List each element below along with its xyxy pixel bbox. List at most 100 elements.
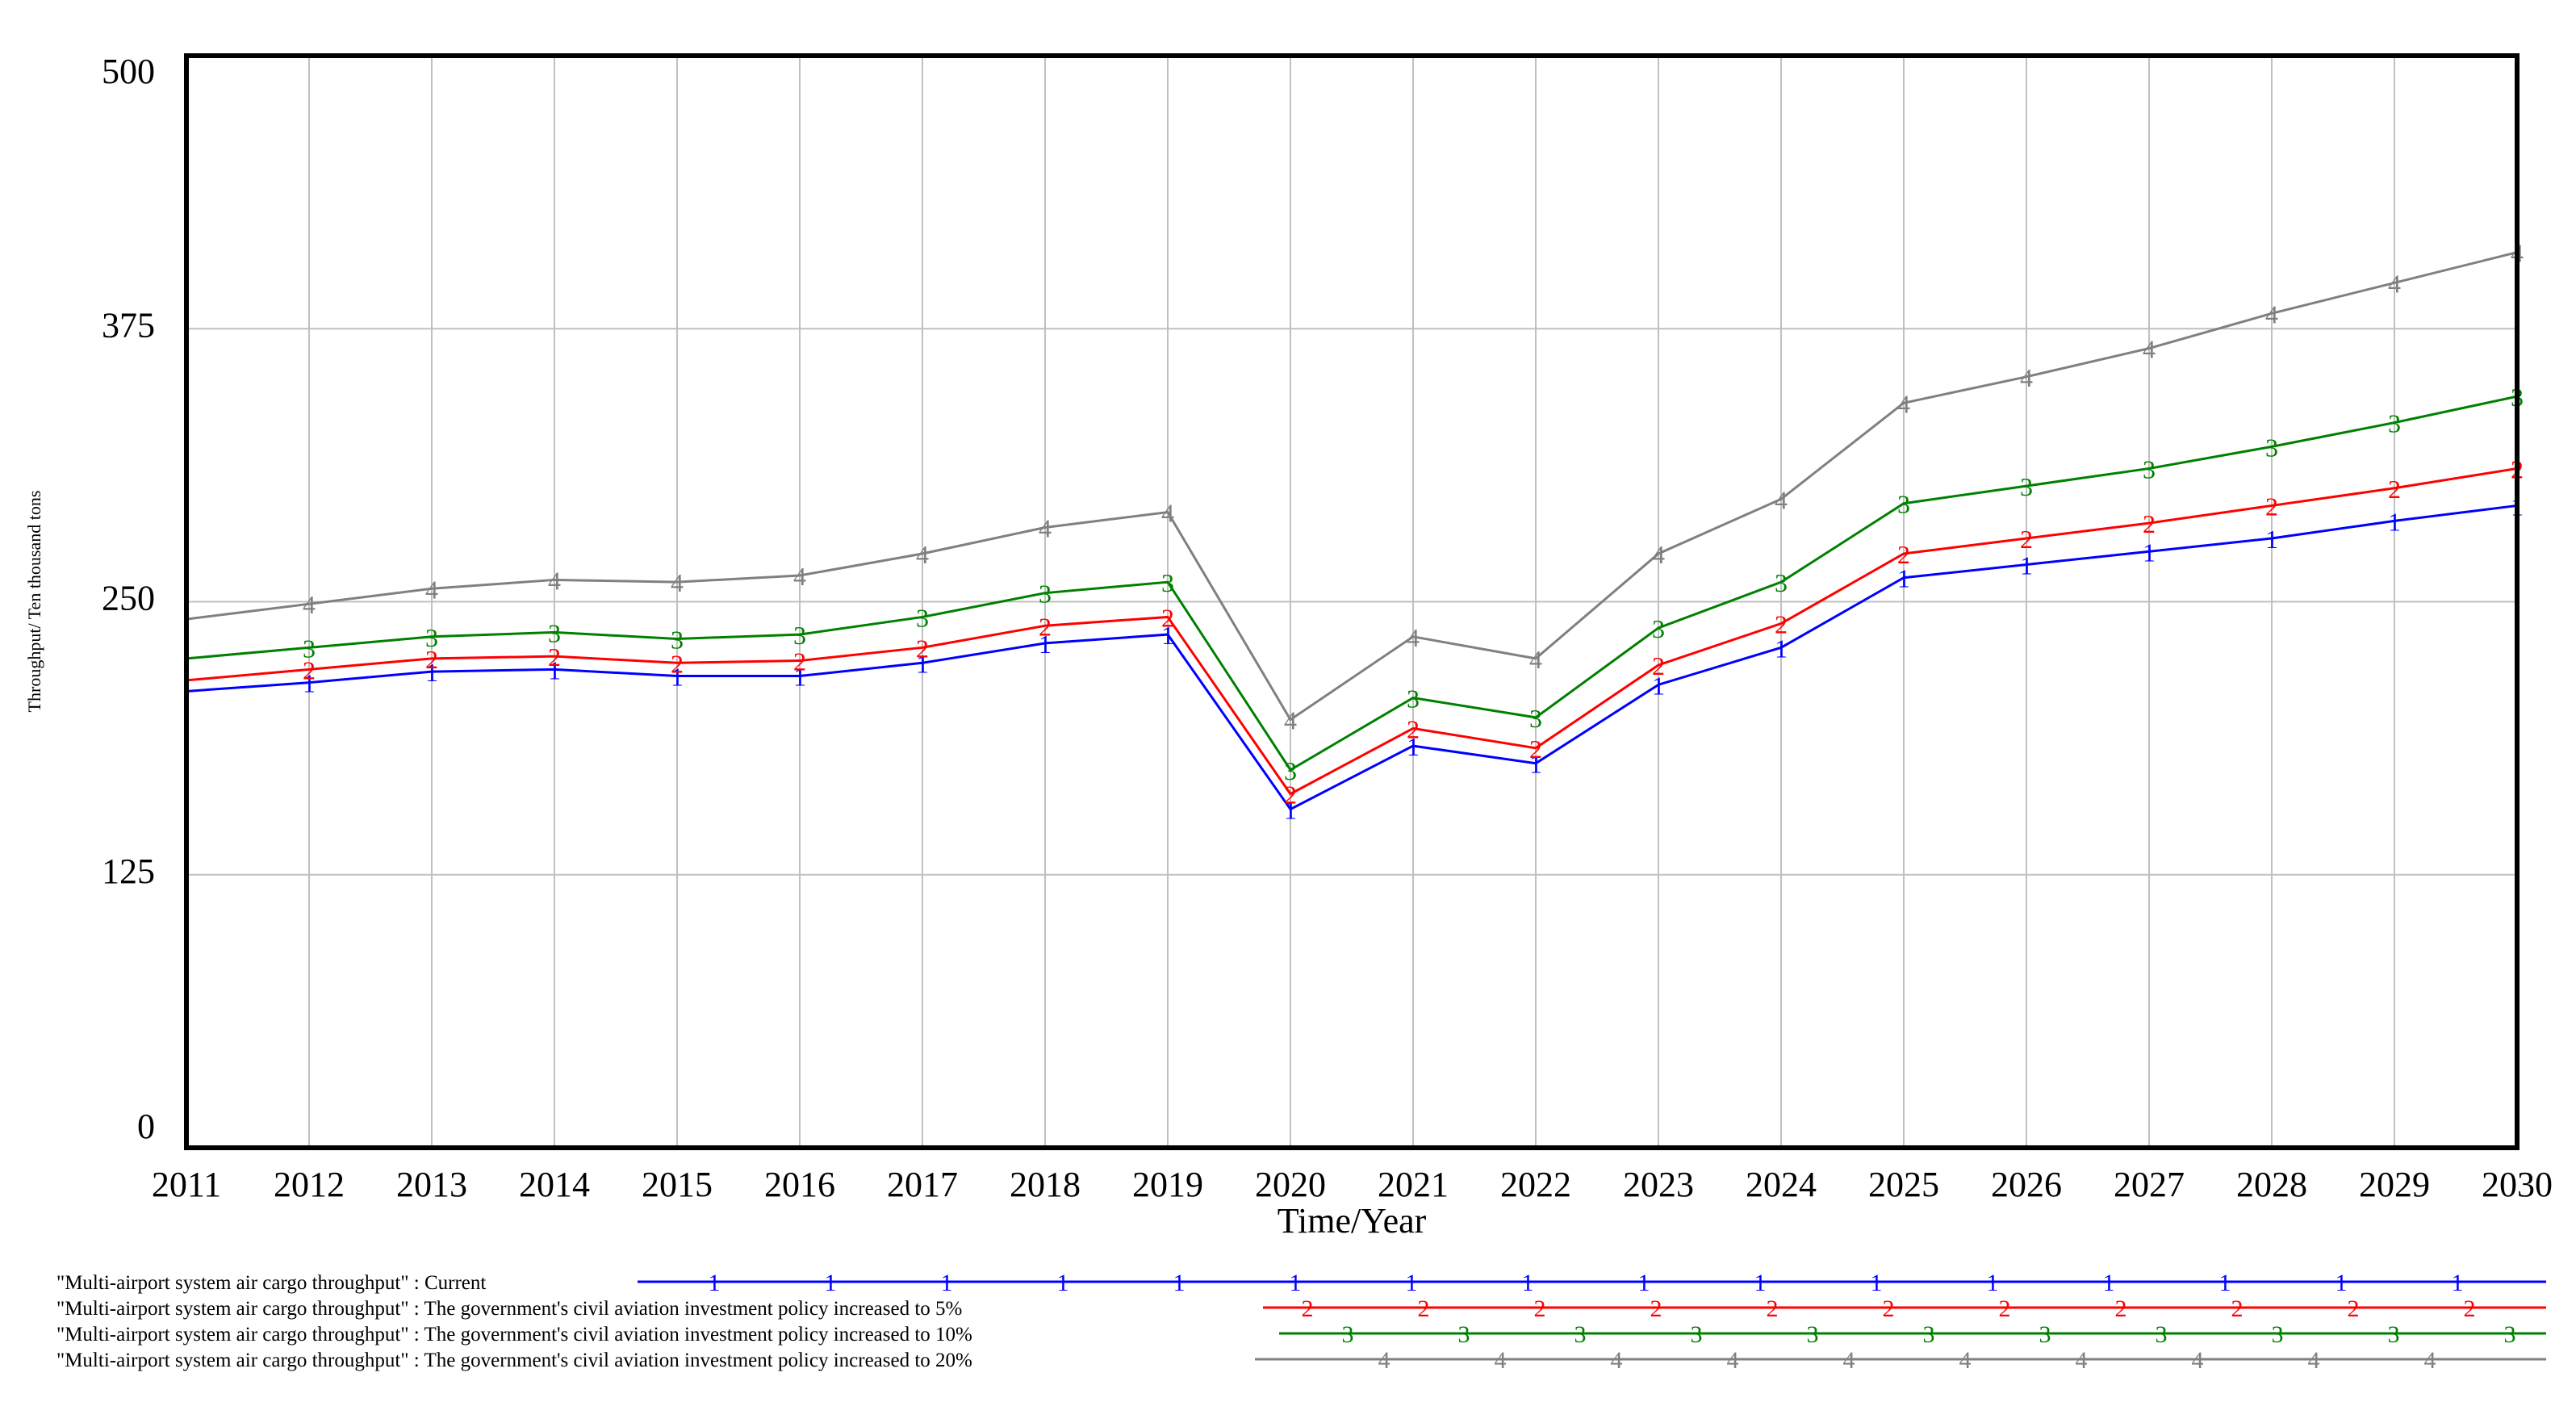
legend-marker: 1 (1057, 1270, 1069, 1296)
y-tick-label: 125 (102, 852, 155, 891)
data-point-marker: 1 (2020, 550, 2033, 580)
legend-marker: 4 (2308, 1347, 2320, 1374)
data-point-marker: 2 (548, 642, 561, 672)
data-point-marker: 4 (1775, 485, 1788, 514)
x-tick-label: 2020 (1255, 1165, 1326, 1204)
legend-marker: 2 (1999, 1295, 2011, 1322)
data-point-marker: 3 (1161, 568, 1174, 597)
legend-marker: 4 (2424, 1347, 2436, 1374)
legend-marker: 4 (1378, 1347, 1390, 1374)
data-point-marker: 1 (793, 663, 806, 692)
legend-entry: "Multi-airport system air cargo throughp… (56, 1270, 2546, 1296)
data-point-marker: 3 (303, 634, 316, 663)
x-tick-label: 2021 (1378, 1165, 1449, 1204)
plot-area-frame (184, 53, 2520, 1150)
series-line (186, 251, 2518, 722)
data-point-marker: 2 (671, 649, 684, 678)
legend-marker: 4 (1959, 1347, 1972, 1374)
legend-marker: 3 (2388, 1321, 2400, 1348)
data-point-marker: 4 (916, 540, 929, 569)
data-point-marker: 2 (2020, 525, 2033, 554)
legend-label: "Multi-airport system air cargo throughp… (56, 1298, 962, 1320)
legend-marker: 2 (2464, 1295, 2476, 1322)
data-point-marker: 1 (548, 655, 561, 684)
legend-marker: 4 (2076, 1347, 2088, 1374)
data-point-marker: 1 (1407, 732, 1420, 761)
x-tick-label: 2016 (764, 1165, 835, 1204)
data-point-marker: 2 (1775, 610, 1788, 639)
data-point-marker: 3 (916, 603, 929, 632)
data-point-marker: 2 (1407, 714, 1420, 743)
data-point-marker: 2 (1284, 781, 1297, 810)
data-point-marker: 4 (1284, 706, 1297, 735)
x-tick-label: 2017 (887, 1165, 958, 1204)
legend-label: "Multi-airport system air cargo throughp… (56, 1272, 486, 1294)
legend-marker: 4 (2192, 1347, 2204, 1374)
legend-marker: 2 (1883, 1295, 1895, 1322)
legend-label: "Multi-airport system air cargo throughp… (56, 1350, 972, 1371)
legend-marker: 1 (1987, 1270, 1999, 1296)
legend-marker: 3 (1691, 1321, 1703, 1348)
data-point-marker: 1 (1039, 630, 1052, 659)
x-tick-label: 2014 (519, 1165, 590, 1204)
legend-marker: 3 (1458, 1321, 1470, 1348)
data-point-marker: 4 (2143, 335, 2156, 364)
data-point-marker: 3 (425, 623, 438, 652)
data-point-marker: 1 (2143, 538, 2156, 567)
data-point-marker: 4 (1407, 623, 1420, 652)
data-point-marker: 1 (1897, 564, 1910, 593)
legend-marker: 1 (1638, 1270, 1650, 1296)
data-point-marker: 3 (1775, 568, 1788, 597)
legend-marker: 3 (2272, 1321, 2284, 1348)
data-point-marker: 2 (1161, 603, 1174, 632)
data-point-marker: 3 (1039, 580, 1052, 609)
series-line (186, 467, 2518, 796)
y-tick-label: 375 (102, 305, 155, 345)
data-point-marker: 4 (1039, 513, 1052, 542)
data-point-marker: 3 (2020, 472, 2033, 501)
data-point-marker: 1 (1284, 796, 1297, 825)
legend-marker: 2 (1650, 1295, 1662, 1322)
legend-marker: 1 (941, 1270, 953, 1296)
legend-marker: 1 (1290, 1270, 1302, 1296)
legend-entry: "Multi-airport system air cargo throughp… (56, 1295, 2546, 1322)
x-axis-label: Time/Year (1278, 1201, 1427, 1241)
data-point-marker: 3 (2388, 409, 2401, 438)
data-point-marker: 4 (2020, 363, 2033, 392)
data-point-marker: 4 (671, 568, 684, 597)
data-point-marker: 2 (2143, 509, 2156, 538)
legend-marker: 1 (825, 1270, 837, 1296)
data-point-marker: 4 (2388, 269, 2401, 298)
x-tick-label: 2024 (1746, 1165, 1817, 1204)
legend-marker: 1 (1173, 1270, 1186, 1296)
data-point-marker: 4 (1161, 499, 1174, 528)
data-point-marker: 2 (1897, 540, 1910, 569)
data-point-marker: 1 (916, 649, 929, 678)
legend-marker: 2 (1418, 1295, 1430, 1322)
data-point-marker: 3 (1897, 490, 1910, 519)
legend-marker: 4 (1611, 1347, 1623, 1374)
legend-marker: 3 (1574, 1321, 1587, 1348)
grid-lines (186, 56, 2517, 1148)
legend-marker: 4 (1495, 1347, 1507, 1374)
y-axis-label: Throughput/ Ten thousand tons (24, 491, 44, 713)
x-tick-label: 2019 (1132, 1165, 1203, 1204)
y-tick-label: 250 (102, 579, 155, 618)
legend-marker: 1 (1871, 1270, 1883, 1296)
data-point-marker: 3 (1529, 704, 1542, 733)
data-point-marker: 1 (303, 669, 316, 698)
data-point-marker: 1 (1529, 750, 1542, 779)
x-tick-label: 2013 (396, 1165, 467, 1204)
data-point-marker: 4 (303, 590, 316, 619)
data-point-marker: 1 (2265, 525, 2278, 554)
data-point-marker: 1 (425, 658, 438, 687)
data-point-marker: 2 (916, 634, 929, 663)
data-point-marker: 3 (2143, 454, 2156, 483)
x-axis-tick-labels: 2011 2012 2013 2014 2015 2016 2017 2018 2019 2020… (152, 1165, 2553, 1204)
data-point-marker: 2 (1529, 735, 1542, 764)
data-point-marker: 1 (1652, 671, 1665, 700)
